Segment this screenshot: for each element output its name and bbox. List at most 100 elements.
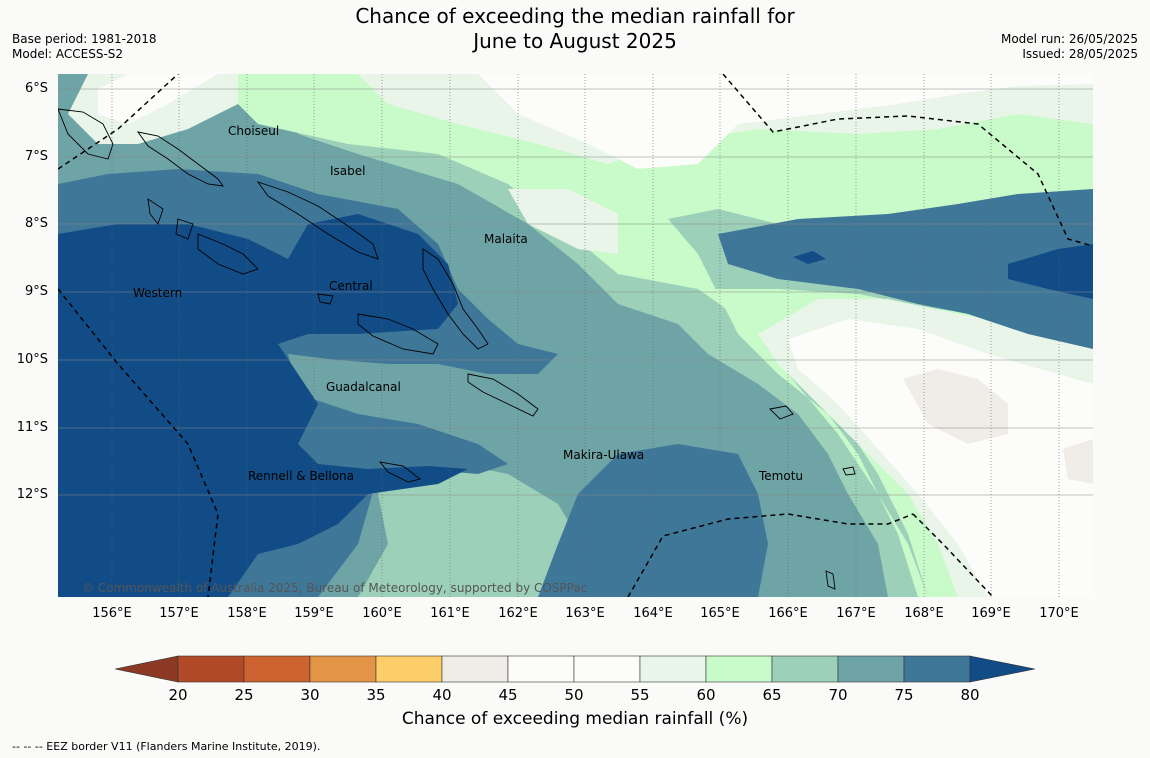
model-name: Model: ACCESS-S2	[12, 47, 124, 61]
island-makira	[467, 373, 539, 417]
lon-label-157e: 157°E	[159, 606, 199, 621]
island-bougainville	[58, 108, 114, 160]
swatch-75-80	[903, 655, 971, 683]
swatch-35-40	[375, 655, 443, 683]
band-75-80-south	[538, 444, 768, 597]
island-temotu	[769, 405, 794, 420]
cbar-tick-35: 35	[366, 686, 386, 704]
island-western-2	[175, 218, 194, 240]
cbar-tick-20: 20	[168, 686, 188, 704]
eez-border	[58, 74, 1093, 597]
swatch-30-35	[309, 655, 377, 683]
band-40-45-a	[903, 369, 1008, 444]
band-65-70-south	[358, 464, 588, 597]
label-choiseul: Choiseul	[228, 124, 279, 138]
band-55-60-malaita	[508, 189, 618, 254]
cbar-tick-40: 40	[432, 686, 452, 704]
lon-label-166e: 166°E	[768, 606, 808, 621]
lat-label-6s: 6°S	[24, 81, 48, 96]
swatch-60-65	[705, 655, 773, 683]
lon-label-162e: 162°E	[498, 606, 538, 621]
cbar-tick-45: 45	[498, 686, 518, 704]
band-above80-west	[58, 214, 468, 597]
cbar-tick-60: 60	[696, 686, 716, 704]
islands	[58, 108, 856, 590]
title-line-1: Chance of exceeding the median rainfall …	[355, 4, 795, 28]
band-45-55-topleft	[98, 74, 218, 124]
band-45-55-east	[788, 319, 1093, 597]
label-temotu: Temotu	[758, 469, 803, 483]
lat-label-9s: 9°S	[24, 284, 48, 299]
swatch-40-45	[441, 655, 509, 683]
swatch-50-55	[573, 655, 641, 683]
colorbar	[114, 655, 1036, 683]
lon-label-158e: 158°E	[227, 606, 267, 621]
label-rennell-bellona: Rennell & Bellona	[248, 469, 354, 483]
lat-grid	[58, 88, 1093, 496]
island-south-1	[825, 570, 836, 590]
label-western: Western	[133, 286, 182, 300]
island-new-georgia	[197, 233, 259, 275]
lon-label-160e: 160°E	[362, 606, 402, 621]
island-choiseul	[136, 131, 224, 187]
cbar-tick-50: 50	[564, 686, 584, 704]
model-info: Base period: 1981-2018 Model: ACCESS-S2	[12, 32, 157, 62]
swatch-45-50	[507, 655, 575, 683]
lat-label-12s: 12°S	[16, 487, 48, 502]
title-line-2: June to August 2025	[473, 29, 677, 53]
lat-label-11s: 11°S	[16, 420, 48, 435]
lat-label-10s: 10°S	[16, 352, 48, 367]
label-isabel: Isabel	[330, 164, 365, 178]
swatch-above-80	[969, 655, 1036, 683]
lon-label-170e: 170°E	[1039, 606, 1079, 621]
cbar-tick-65: 65	[762, 686, 782, 704]
lon-label-161e: 161°E	[430, 606, 470, 621]
copyright-text: © Commonwealth of Australia 2025, Bureau…	[82, 581, 587, 595]
eez-footnote: -- -- -- EEZ border V11 (Flanders Marine…	[12, 740, 321, 753]
lon-label-159e: 159°E	[294, 606, 334, 621]
island-rennell	[378, 461, 422, 483]
lon-grid	[111, 74, 1060, 597]
lon-label-156e: 156°E	[92, 606, 132, 621]
island-isabel	[256, 181, 379, 260]
swatch-20-25	[177, 655, 245, 683]
lon-label-164e: 164°E	[633, 606, 673, 621]
band-60-65	[208, 74, 1093, 597]
run-info: Model run: 26/05/2025 Issued: 28/05/2025	[1001, 32, 1138, 62]
cbar-tick-75: 75	[894, 686, 914, 704]
lon-label-168e: 168°E	[904, 606, 944, 621]
swatch-70-75	[837, 655, 905, 683]
colorbar-swatches	[114, 655, 1036, 683]
cbar-tick-55: 55	[630, 686, 650, 704]
band-above80-patch	[793, 251, 826, 264]
label-makira-ulawa: Makira-Ulawa	[563, 448, 644, 462]
cbar-tick-80: 80	[960, 686, 980, 704]
cbar-tick-30: 30	[300, 686, 320, 704]
lon-label-165e: 165°E	[700, 606, 740, 621]
model-run: Model run: 26/05/2025	[1000, 32, 1138, 46]
cbar-tick-70: 70	[828, 686, 848, 704]
lon-label-169e: 169°E	[971, 606, 1011, 621]
colorbar-title: Chance of exceeding median rainfall (%)	[401, 709, 749, 729]
band-40-45-b	[1063, 439, 1093, 484]
band-45-55	[478, 74, 1093, 169]
label-malaita: Malaita	[484, 232, 528, 246]
issued-date: Issued: 28/05/2025	[1022, 47, 1138, 61]
base-period: Base period: 1981-2018	[12, 32, 157, 46]
lat-label-7s: 7°S	[24, 149, 48, 164]
island-malaita	[422, 248, 489, 350]
rainfall-map: Choiseul Isabel Malaita Western Central …	[58, 74, 1093, 597]
band-75-80-east	[718, 189, 1093, 349]
map-canvas: Choiseul Isabel Malaita Western Central …	[58, 74, 1093, 597]
band-above80-east	[1008, 244, 1093, 299]
label-central: Central	[329, 279, 373, 293]
island-central	[317, 293, 334, 305]
island-western-1	[147, 198, 164, 225]
province-labels: Choiseul Isabel Malaita Western Central …	[133, 124, 803, 483]
lon-label-167e: 167°E	[836, 606, 876, 621]
swatch-65-70	[771, 655, 839, 683]
label-guadalcanal: Guadalcanal	[326, 380, 401, 394]
island-temotu-2	[842, 466, 856, 476]
lon-label-163e: 163°E	[565, 606, 605, 621]
swatch-55-60	[639, 655, 707, 683]
